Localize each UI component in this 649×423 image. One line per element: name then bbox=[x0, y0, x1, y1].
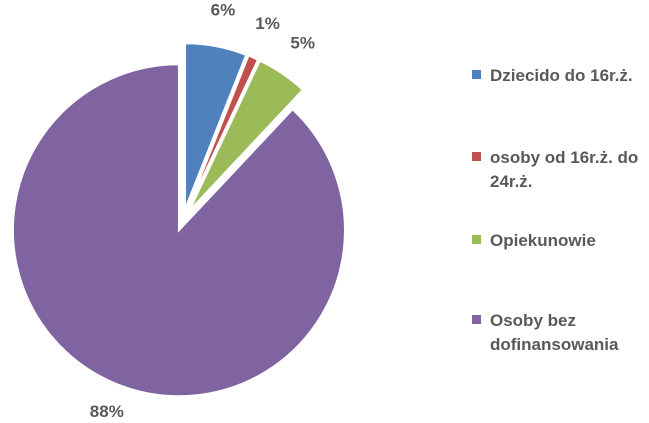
legend-label: Dziecido do 16r.ż. bbox=[490, 66, 633, 85]
legend-label: Opiekunowie bbox=[490, 231, 596, 250]
data-label: 5% bbox=[290, 33, 315, 52]
legend-item: Osoby bez dofinansowania bbox=[472, 309, 640, 357]
data-label: 1% bbox=[255, 14, 280, 33]
data-label: 6% bbox=[211, 0, 236, 19]
legend-item: osoby od 16r.ż. do 24r.ż. bbox=[472, 146, 640, 194]
legend-label: Osoby bez dofinansowania bbox=[490, 311, 619, 354]
pie-slice bbox=[186, 54, 260, 211]
data-label: 88% bbox=[90, 402, 124, 421]
legend-swatch bbox=[472, 152, 481, 161]
legend-item: Dziecido do 16r.ż. bbox=[472, 64, 640, 88]
pie-slice bbox=[12, 63, 346, 398]
legend-item: Opiekunowie bbox=[472, 229, 640, 253]
pie-slice bbox=[188, 59, 305, 212]
legend-label: osoby od 16r.ż. do 24r.ż. bbox=[490, 148, 639, 191]
legend-swatch bbox=[472, 235, 481, 244]
legend-swatch bbox=[472, 315, 481, 324]
pie-slice bbox=[184, 42, 248, 210]
pie-area: 6% 1% 5% 88% bbox=[12, 0, 346, 421]
legend-swatch bbox=[472, 70, 481, 79]
